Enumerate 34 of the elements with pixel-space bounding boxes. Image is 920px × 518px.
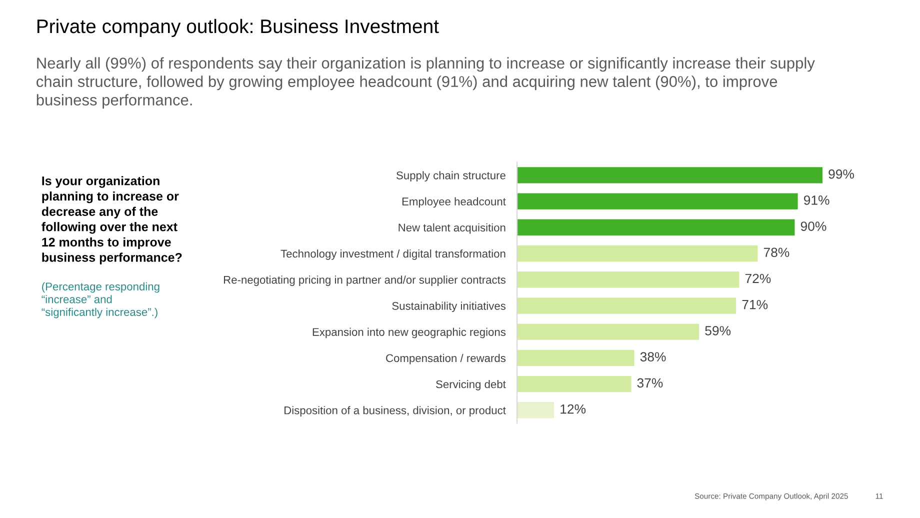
data-label: 59% <box>705 326 731 336</box>
text: Private company outlook: Business Investment <box>37 18 439 38</box>
y-tick-label: Supply chain structure <box>396 171 506 182</box>
data-label: 71% <box>742 300 768 310</box>
data-label: 78% <box>764 248 790 258</box>
bar <box>517 376 632 392</box>
data-label: 38% <box>640 352 666 362</box>
data-label: 37% <box>637 378 663 388</box>
bar <box>517 193 798 210</box>
text: (Percentage responding “increase” and “significantly increase”.) <box>42 282 160 318</box>
y-tick-label: Disposition of a business, division, or product <box>284 406 506 416</box>
text: Is your organization planning to increase or decrease any of the following over the next 12 months to improve business performance? <box>42 176 182 264</box>
bar <box>517 167 822 184</box>
bar <box>517 350 634 366</box>
bar <box>517 245 758 262</box>
y-tick-label: Compensation / rewards <box>386 354 506 364</box>
bar <box>517 298 736 314</box>
bar <box>517 272 740 288</box>
bar <box>517 219 795 236</box>
data-label: 72% <box>745 274 771 284</box>
y-tick-label: Employee headcount <box>402 197 506 208</box>
y-tick-label: Servicing debt <box>436 380 506 390</box>
bar <box>517 402 554 418</box>
y-tick-label: New talent acquisition <box>398 223 506 234</box>
data-label: 90% <box>800 222 826 231</box>
bar <box>517 324 700 340</box>
chart-subtitle: Nearly all (99%) of respondents say their organization is planning to increase or significantly increase their supply chain structure, followed by growing employee headcount (91%) and acquiring new talent (90%), to improve business performance. <box>36 57 815 109</box>
y-tick-label: Expansion into new geographic regions <box>312 328 506 338</box>
y-tick-label: Re-negotiating pricing in partner and/or supplier contracts <box>224 276 506 286</box>
data-label: 91% <box>804 195 830 205</box>
y-tick-label: Technology investment / digital transformation <box>280 249 506 260</box>
y-tick-label: Sustainability initiatives <box>392 302 506 312</box>
data-label: 12% <box>560 404 586 414</box>
data-label: 99% <box>828 169 854 179</box>
